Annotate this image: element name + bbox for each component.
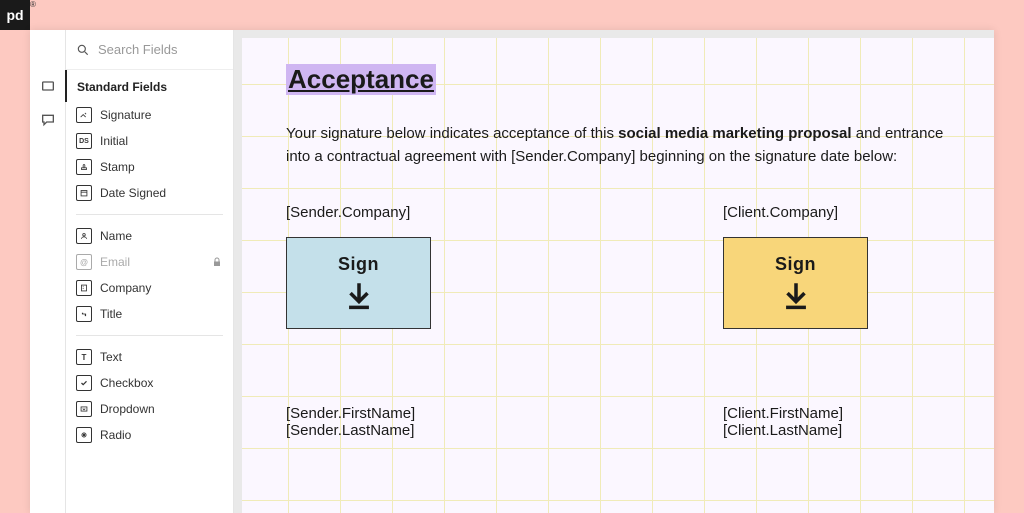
content-tool-icon[interactable] (40, 78, 56, 94)
email-icon: @ (76, 254, 92, 270)
sender-sign-box[interactable]: Sign (286, 237, 431, 329)
field-label: Checkbox (100, 376, 153, 390)
field-checkbox[interactable]: Checkbox (76, 370, 223, 396)
field-label: Title (100, 307, 122, 321)
signature-row: [Sender.Company] Sign [Sender.FirstName]… (286, 204, 950, 439)
document-canvas[interactable]: Acceptance Your signature below indicate… (234, 30, 994, 513)
field-stamp[interactable]: Stamp (76, 154, 223, 180)
fields-sidebar: Standard Fields Signature DS Initial Sta… (66, 30, 234, 513)
sender-column: [Sender.Company] Sign [Sender.FirstName]… (286, 204, 513, 439)
text-icon: T (76, 349, 92, 365)
field-dropdown[interactable]: Dropdown (76, 396, 223, 422)
radio-icon (76, 427, 92, 443)
sender-company-label[interactable]: [Sender.Company] (286, 204, 513, 221)
client-column: [Client.Company] Sign [Client.FirstName]… (723, 204, 950, 439)
divider (76, 335, 223, 336)
search-row (66, 30, 233, 70)
comment-tool-icon[interactable] (40, 112, 56, 128)
field-email: @ Email (76, 249, 223, 275)
field-name[interactable]: Name (76, 223, 223, 249)
divider (76, 214, 223, 215)
stamp-icon (76, 159, 92, 175)
download-arrow-icon (779, 279, 813, 313)
field-label: Dropdown (100, 402, 155, 416)
client-name-label[interactable]: [Client.FirstName] [Client.LastName] (723, 405, 950, 439)
field-company[interactable]: Company (76, 275, 223, 301)
field-signature[interactable]: Signature (76, 102, 223, 128)
field-list: Signature DS Initial Stamp Date Signed N… (66, 102, 233, 458)
field-label: Radio (100, 428, 131, 442)
field-title[interactable]: Title (76, 301, 223, 327)
field-initial[interactable]: DS Initial (76, 128, 223, 154)
document-page[interactable]: Acceptance Your signature below indicate… (242, 38, 994, 513)
field-radio[interactable]: Radio (76, 422, 223, 448)
sender-name-label[interactable]: [Sender.FirstName] [Sender.LastName] (286, 405, 513, 439)
field-label: Name (100, 229, 132, 243)
company-icon (76, 280, 92, 296)
dropdown-icon (76, 401, 92, 417)
client-company-label[interactable]: [Client.Company] (723, 204, 950, 221)
tool-rail (30, 30, 66, 513)
registered-mark: ® (30, 0, 36, 9)
page-heading[interactable]: Acceptance (286, 64, 436, 95)
field-label: Signature (100, 108, 151, 122)
section-title: Standard Fields (65, 70, 233, 102)
sign-label: Sign (338, 254, 379, 275)
field-date-signed[interactable]: Date Signed (76, 180, 223, 206)
field-label: Initial (100, 134, 128, 148)
download-arrow-icon (342, 279, 376, 313)
field-label: Email (100, 255, 130, 269)
field-text[interactable]: T Text (76, 344, 223, 370)
initial-icon: DS (76, 133, 92, 149)
lock-icon (211, 256, 223, 268)
app-frame: Standard Fields Signature DS Initial Sta… (30, 30, 994, 513)
checkbox-icon (76, 375, 92, 391)
title-icon (76, 306, 92, 322)
field-label: Date Signed (100, 186, 166, 200)
field-label: Company (100, 281, 151, 295)
signature-icon (76, 107, 92, 123)
name-icon (76, 228, 92, 244)
date-icon (76, 185, 92, 201)
search-icon (76, 43, 90, 57)
sign-label: Sign (775, 254, 816, 275)
client-sign-box[interactable]: Sign (723, 237, 868, 329)
body-paragraph[interactable]: Your signature below indicates acceptanc… (286, 123, 950, 168)
brand-logo: pd (0, 0, 30, 30)
field-label: Stamp (100, 160, 135, 174)
field-label: Text (100, 350, 122, 364)
